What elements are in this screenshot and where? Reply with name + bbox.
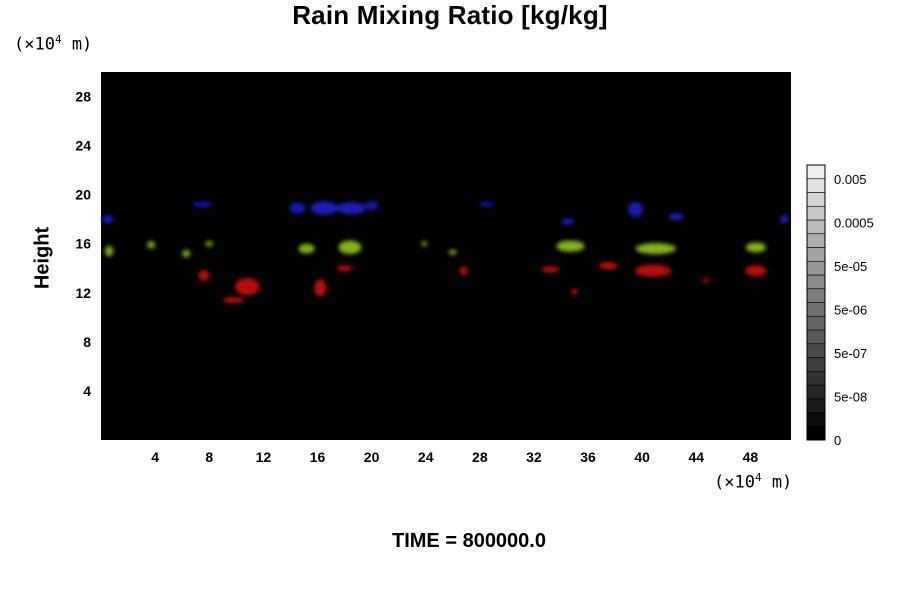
precipitation-field	[102, 201, 789, 304]
x-tick-label: 44	[689, 449, 705, 465]
colorbar-tick-label: 0.0005	[834, 216, 874, 231]
colorbar-segment	[806, 384, 826, 400]
y-tick-label: 24	[75, 138, 91, 154]
field-blob-12	[147, 241, 156, 249]
x-tick-label: 20	[364, 449, 380, 465]
colorbar-segment	[806, 178, 826, 193]
y-tick-label: 4	[83, 383, 91, 399]
field-blob-18	[448, 249, 457, 255]
field-blob-5	[364, 201, 379, 210]
field-blob-9	[668, 213, 684, 221]
field-blob-17	[421, 241, 428, 247]
plot-area	[101, 72, 791, 440]
x-tick-label: 16	[310, 449, 326, 465]
y-axis-ticks: 4 8 12 16 20 24 28	[75, 89, 91, 399]
colorbar-segment	[806, 233, 826, 248]
colorbar-segment	[806, 302, 826, 317]
colorbar-tick-label: 0	[834, 433, 841, 448]
field-blob-19	[556, 240, 585, 252]
colorbar: 0 5e-08 5e-07 5e-06 5e-05 0.0005 0.005	[806, 164, 874, 448]
colorbar-frame	[806, 164, 826, 441]
y-axis-unit: (×104 m)	[14, 33, 93, 55]
x-axis-unit: (×104 m)	[714, 471, 793, 493]
x-tick-label: 48	[743, 449, 759, 465]
field-blob-13	[182, 249, 191, 258]
field-blob-4	[336, 202, 367, 215]
x-tick-label: 32	[526, 449, 542, 465]
x-tick-label: 40	[634, 449, 650, 465]
field-blob-10	[780, 214, 789, 224]
field-blob-0	[102, 214, 114, 224]
field-blob-8	[627, 202, 643, 217]
field-blob-25	[314, 279, 327, 297]
field-blob-2	[289, 202, 306, 214]
field-blob-1	[192, 201, 213, 208]
field-blob-27	[459, 266, 468, 276]
colorbar-segment	[806, 412, 826, 427]
field-blob-26	[336, 265, 353, 272]
x-tick-label: 12	[256, 449, 272, 465]
x-tick-label: 24	[418, 449, 434, 465]
x-axis-ticks: 4 8 12 16 20 24 28 32 36 40 44 48	[151, 435, 758, 465]
x-tick-label: 36	[580, 449, 596, 465]
field-blob-30	[598, 262, 618, 270]
colorbar-segment	[806, 343, 826, 358]
field-blob-14	[205, 241, 214, 247]
colorbar-tick-label: 5e-07	[834, 346, 867, 361]
field-blob-7	[561, 218, 575, 225]
field-blob-3	[310, 201, 338, 215]
field-blob-29	[571, 288, 578, 295]
field-blob-23	[234, 278, 260, 296]
field-blob-24	[222, 297, 245, 304]
y-tick-label: 28	[75, 89, 91, 105]
colorbar-segment	[806, 164, 826, 180]
field-blob-11	[105, 245, 114, 257]
colorbar-segment	[806, 219, 826, 235]
field-blob-31	[634, 264, 672, 277]
colorbar-segment	[806, 192, 826, 207]
colorbar-tick-label: 5e-05	[834, 259, 867, 274]
y-tick-label: 16	[75, 236, 91, 252]
colorbar-segment	[806, 247, 826, 262]
colorbar-tick-label: 5e-06	[834, 303, 867, 318]
field-blob-28	[541, 266, 559, 273]
colorbar-tick-label: 0.005	[834, 172, 867, 187]
field-blob-21	[745, 242, 766, 253]
field-blob-15	[298, 243, 315, 254]
y-tick-label: 12	[75, 285, 91, 301]
colorbar-segment	[806, 370, 826, 386]
field-blob-6	[478, 202, 495, 207]
field-blob-32	[701, 278, 711, 283]
colorbar-segment	[806, 315, 826, 331]
time-label: TIME = 800000.0	[392, 530, 546, 552]
colorbar-tick-label: 5e-08	[834, 390, 867, 405]
x-tick-label: 4	[151, 449, 159, 465]
x-tick-label: 8	[205, 449, 213, 465]
chart-title: Rain Mixing Ratio [kg/kg]	[292, 0, 608, 30]
field-blob-20	[635, 243, 676, 255]
field-blob-33	[745, 265, 767, 277]
colorbar-segment	[806, 288, 826, 303]
colorbar-segment	[806, 425, 826, 441]
colorbar-segment	[806, 357, 826, 372]
colorbar-segment	[806, 274, 826, 290]
y-tick-label: 20	[75, 187, 91, 203]
colorbar-segment	[806, 205, 826, 221]
field-blob-22	[198, 270, 210, 282]
y-tick-label: 8	[83, 334, 91, 350]
field-blob-16	[338, 240, 362, 255]
x-tick-label: 28	[472, 449, 488, 465]
colorbar-segment	[806, 260, 826, 276]
colorbar-segment	[806, 329, 826, 345]
colorbar-segment	[806, 398, 826, 413]
